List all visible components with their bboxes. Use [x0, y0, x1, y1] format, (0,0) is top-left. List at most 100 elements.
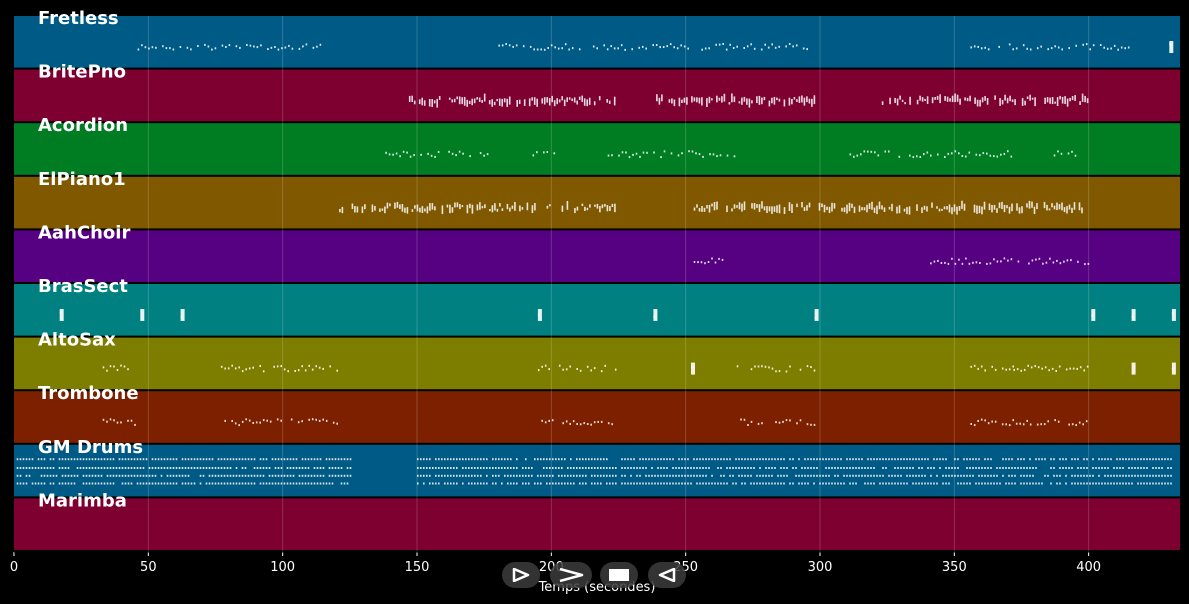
note-mark	[573, 482, 575, 485]
note-mark	[1074, 474, 1076, 477]
note-mark	[169, 458, 172, 461]
note-mark	[761, 201, 763, 209]
note-mark	[621, 474, 623, 477]
note-mark	[166, 467, 169, 469]
note-mark	[645, 47, 647, 50]
note-mark	[1076, 367, 1078, 370]
note-mark	[160, 482, 163, 485]
note-mark	[594, 467, 596, 469]
note-mark	[597, 420, 599, 423]
note-mark	[757, 365, 760, 368]
note-mark	[801, 474, 803, 477]
stop-button[interactable]	[600, 562, 638, 588]
note-mark	[1002, 474, 1004, 477]
note-mark	[786, 467, 788, 469]
note-mark	[1134, 474, 1136, 477]
note-mark	[996, 467, 998, 469]
note-mark	[564, 43, 567, 46]
note-mark	[160, 474, 163, 477]
note-mark	[1057, 150, 1059, 153]
note-mark	[1026, 467, 1028, 469]
note-mark	[501, 208, 504, 211]
note-mark	[268, 482, 271, 485]
note-mark	[160, 458, 163, 461]
note-mark	[231, 364, 233, 367]
note-mark	[503, 98, 506, 103]
note-mark	[777, 482, 779, 485]
note-mark	[881, 101, 884, 105]
x-tick-label: 50	[140, 560, 157, 575]
note-mark	[785, 45, 787, 48]
note-mark	[566, 97, 568, 103]
note-mark	[102, 366, 105, 369]
note-mark	[106, 369, 108, 372]
note-mark	[319, 458, 322, 461]
note-mark	[615, 474, 617, 477]
note-mark	[1158, 482, 1160, 485]
note-mark	[522, 474, 524, 477]
note-mark	[22, 458, 25, 461]
note-mark	[1137, 474, 1139, 477]
note-mark	[826, 206, 828, 210]
note-mark	[849, 474, 851, 477]
note-mark	[31, 458, 34, 461]
note-mark	[693, 458, 695, 461]
note-mark	[284, 46, 287, 49]
note-mark	[738, 458, 740, 461]
note-mark	[315, 418, 317, 421]
note-mark	[816, 474, 818, 477]
note-mark	[1116, 467, 1118, 469]
note-mark	[762, 474, 764, 477]
note-mark	[462, 458, 464, 461]
note-mark	[268, 467, 271, 469]
note-mark	[1082, 43, 1084, 46]
fast-forward-button[interactable]	[550, 562, 592, 588]
note-mark	[960, 482, 962, 485]
note-mark	[729, 43, 731, 46]
note-mark	[771, 467, 773, 469]
note-mark	[109, 482, 112, 485]
note-mark	[861, 474, 863, 477]
note-mark	[256, 467, 259, 469]
note-mark	[957, 458, 959, 461]
note-mark	[936, 482, 938, 485]
note-mark	[1092, 458, 1094, 461]
note-mark	[61, 467, 64, 469]
note-mark	[1131, 482, 1133, 485]
note-mark	[702, 467, 704, 469]
note-mark	[1068, 47, 1070, 50]
note-mark	[675, 482, 677, 485]
note-mark	[127, 368, 129, 371]
play-button[interactable]	[502, 562, 540, 588]
note-mark	[123, 365, 126, 368]
note-mark	[714, 261, 717, 264]
note-mark	[1134, 467, 1136, 469]
note-mark	[1116, 482, 1118, 485]
note-mark	[220, 458, 223, 461]
note-mark	[1092, 474, 1094, 477]
note-mark	[1155, 467, 1157, 469]
note-mark	[1074, 458, 1076, 461]
note-mark	[926, 96, 929, 104]
note-mark	[43, 482, 46, 485]
note-mark	[585, 467, 587, 469]
note-mark	[822, 482, 824, 485]
note-mark	[70, 474, 73, 477]
note-mark	[990, 474, 992, 477]
note-mark	[304, 474, 307, 477]
note-mark	[972, 467, 974, 469]
note-mark	[813, 423, 816, 426]
note-mark	[528, 474, 530, 477]
note-mark	[495, 458, 497, 461]
note-mark	[867, 474, 869, 477]
rewind-button[interactable]	[648, 562, 686, 588]
note-mark	[693, 467, 695, 469]
note-mark	[1113, 44, 1116, 47]
note-mark	[453, 98, 456, 103]
note-mark	[172, 458, 175, 461]
note-mark	[319, 474, 322, 477]
note-mark	[116, 421, 119, 424]
note-mark	[1023, 474, 1025, 477]
note-mark	[495, 467, 497, 469]
note-mark	[909, 154, 911, 157]
